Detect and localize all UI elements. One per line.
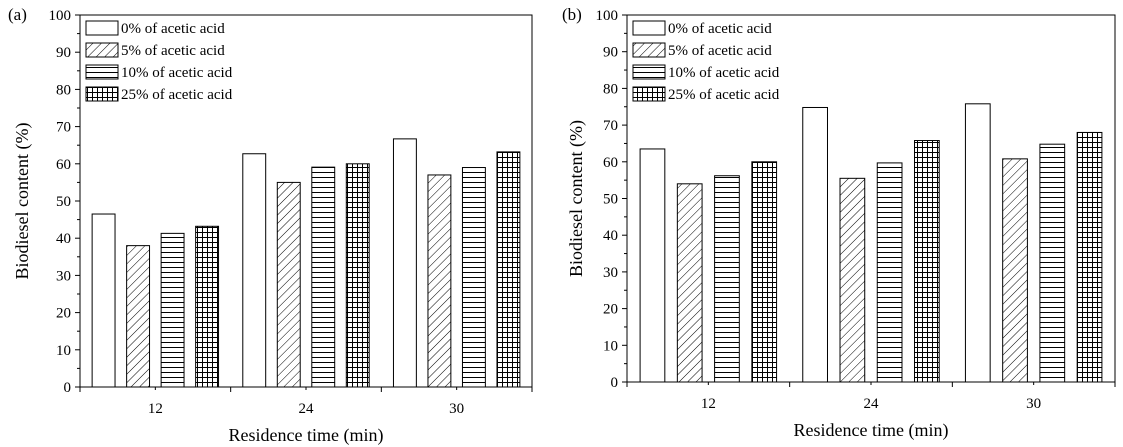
y-tick-label: 80 (603, 81, 618, 97)
x-tick-label: 12 (701, 396, 716, 412)
bar-grid-12 (751, 161, 778, 383)
legend-swatch-horizontal (85, 64, 119, 80)
legend-swatch-diagonal (85, 42, 119, 58)
bar-grid-24 (345, 163, 370, 388)
bar-diagonal-24 (276, 181, 301, 388)
x-axis-title: Residence time (min) (229, 425, 384, 446)
bar-grid-12 (195, 225, 220, 388)
legend-swatch-open (632, 20, 666, 36)
legend: 0% of acetic acid 5% of acetic acid 10% of… (632, 20, 780, 103)
bar-grid-30 (1076, 131, 1103, 383)
x-tick-label: 24 (864, 396, 880, 412)
panel-label: (b) (562, 5, 582, 24)
bar-horizontal-24 (876, 162, 903, 383)
bar-open-12 (91, 213, 116, 388)
y-tick-label: 10 (603, 338, 618, 354)
bar-open-24 (802, 106, 828, 383)
bar-grid-30 (496, 151, 521, 388)
y-axis-title: Biodiesel content (%) (12, 123, 33, 280)
x-axis-title: Residence time (min) (794, 420, 949, 441)
bar-open-12 (639, 148, 666, 383)
y-tick-label: 50 (603, 192, 618, 208)
y-tick-label: 90 (603, 45, 618, 61)
x-tick-label: 30 (1026, 396, 1041, 412)
bar-diagonal-30 (1002, 158, 1028, 383)
bar-horizontal-12 (714, 175, 740, 383)
y-tick-label: 20 (603, 302, 618, 318)
y-tick-label: 50 (56, 194, 71, 210)
y-tick-label: 40 (56, 231, 71, 247)
y-tick-label: 70 (56, 120, 71, 136)
bar-open-30 (392, 138, 417, 388)
legend-label: 25% of acetic acid (121, 87, 233, 103)
bar-diagonal-12 (126, 245, 151, 388)
legend-label: 5% of acetic acid (121, 43, 225, 59)
bar-grid-24 (914, 140, 940, 383)
y-tick-label: 100 (596, 8, 619, 24)
y-tick-label: 0 (64, 380, 72, 396)
x-tick-label: 24 (299, 401, 315, 417)
x-tick-label: 30 (449, 401, 464, 417)
panel-label: (a) (8, 5, 27, 24)
legend-swatch-grid (632, 86, 666, 102)
legend: 0% of acetic acid 5% of acetic acid 10% of… (85, 20, 233, 103)
y-tick-label: 20 (56, 306, 71, 322)
legend-label: 25% of acetic acid (668, 87, 780, 103)
chart-panel-a: (a) 0 10 20 30 40 50 60 70 80 90 100 12 24 30 Residence… (0, 0, 560, 447)
y-tick-label: 100 (49, 8, 72, 24)
legend-label: 10% of acetic acid (121, 65, 233, 81)
y-tick-label: 30 (603, 265, 618, 281)
chart-panel-b: (b) 0 10 20 30 40 50 60 70 80 90 100 12 24 30 Residence… (560, 0, 1123, 447)
y-tick-label: 70 (603, 118, 618, 134)
bar-horizontal-30 (461, 167, 486, 388)
bar-chart-a: (a) 0 10 20 30 40 50 60 70 80 90 100 12 24 30 Residence… (8, 5, 533, 446)
bar-diagonal-30 (427, 174, 452, 388)
x-tick-label: 12 (148, 401, 163, 417)
y-axis-title: Biodiesel content (%) (566, 120, 587, 277)
y-tick-label: 80 (56, 82, 71, 98)
bar-diagonal-24 (839, 177, 866, 383)
bar-diagonal-12 (676, 183, 703, 383)
legend-swatch-diagonal (632, 42, 666, 58)
y-tick-label: 40 (603, 228, 618, 244)
y-tick-label: 60 (56, 157, 71, 173)
bar-open-24 (242, 153, 267, 388)
bar-open-30 (964, 103, 991, 383)
y-tick-label: 30 (56, 268, 71, 284)
bar-horizontal-12 (160, 232, 185, 388)
legend-swatch-open (85, 20, 119, 36)
legend-label: 5% of acetic acid (668, 43, 772, 59)
legend-swatch-horizontal (632, 64, 666, 80)
legend-label: 0% of acetic acid (121, 21, 225, 37)
legend-swatch-grid (85, 86, 119, 102)
y-tick-label: 60 (603, 155, 618, 171)
legend-label: 10% of acetic acid (668, 65, 780, 81)
bar-horizontal-30 (1039, 143, 1066, 383)
y-tick-label: 0 (611, 375, 619, 391)
legend-label: 0% of acetic acid (668, 21, 772, 37)
bar-chart-b: (b) 0 10 20 30 40 50 60 70 80 90 100 12 24 30 Residence… (562, 5, 1116, 441)
y-tick-label: 90 (56, 45, 71, 61)
y-tick-label: 10 (56, 343, 71, 359)
bar-horizontal-24 (311, 166, 336, 388)
